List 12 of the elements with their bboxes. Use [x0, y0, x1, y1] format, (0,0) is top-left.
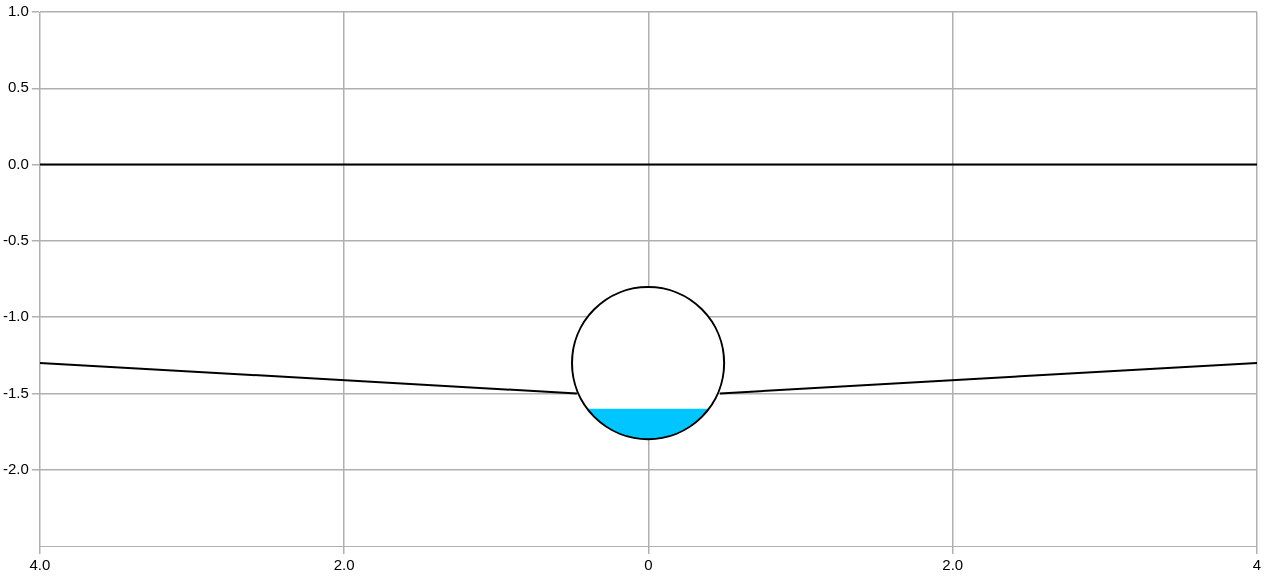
x-tick-label: 2.0	[942, 556, 964, 574]
y-tick-label: -1.0	[2, 307, 29, 325]
y-tick-label: -0.5	[2, 231, 29, 248]
x-tick-label: 4.0	[29, 556, 51, 574]
y-tick-label: -1.5	[2, 383, 29, 401]
y-tick-label: 0.0	[7, 154, 29, 172]
x-tick-label: 4	[1252, 556, 1262, 574]
x-tick-label: 0	[644, 556, 653, 574]
y-tick-label: 0.5	[7, 78, 29, 96]
x-tick-label: 2.0	[333, 556, 355, 574]
y-tick-label: 1.0	[7, 2, 29, 20]
y-tick-label: -2.0	[2, 459, 29, 477]
